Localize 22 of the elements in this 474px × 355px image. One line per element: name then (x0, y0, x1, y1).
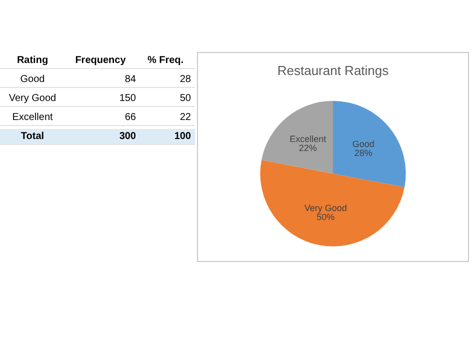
slice-label: Good (352, 139, 374, 150)
text: Very Good (0, 91, 65, 107)
text: 22 (140, 110, 195, 126)
text: Total (0, 129, 65, 145)
text: Excellent (0, 110, 65, 126)
chart-title: Restaurant Ratings (277, 63, 390, 78)
text: 150 (65, 91, 140, 107)
text: 300 (65, 129, 140, 145)
text: 66 (65, 110, 140, 126)
text: Frequency (65, 53, 140, 69)
text: Good (0, 72, 65, 88)
text: Rating (0, 53, 65, 69)
text: 84 (65, 72, 140, 88)
text: 100 (140, 129, 195, 145)
data-label: 28% (354, 148, 372, 158)
data-label: 22% (298, 142, 317, 153)
text: 50 (140, 91, 195, 107)
slice-label: Very Good (304, 202, 347, 213)
slice-label: Excellent (290, 134, 327, 144)
text: % Freq. (140, 53, 195, 69)
text: 28 (140, 72, 195, 88)
data-label: 50% (316, 212, 335, 222)
